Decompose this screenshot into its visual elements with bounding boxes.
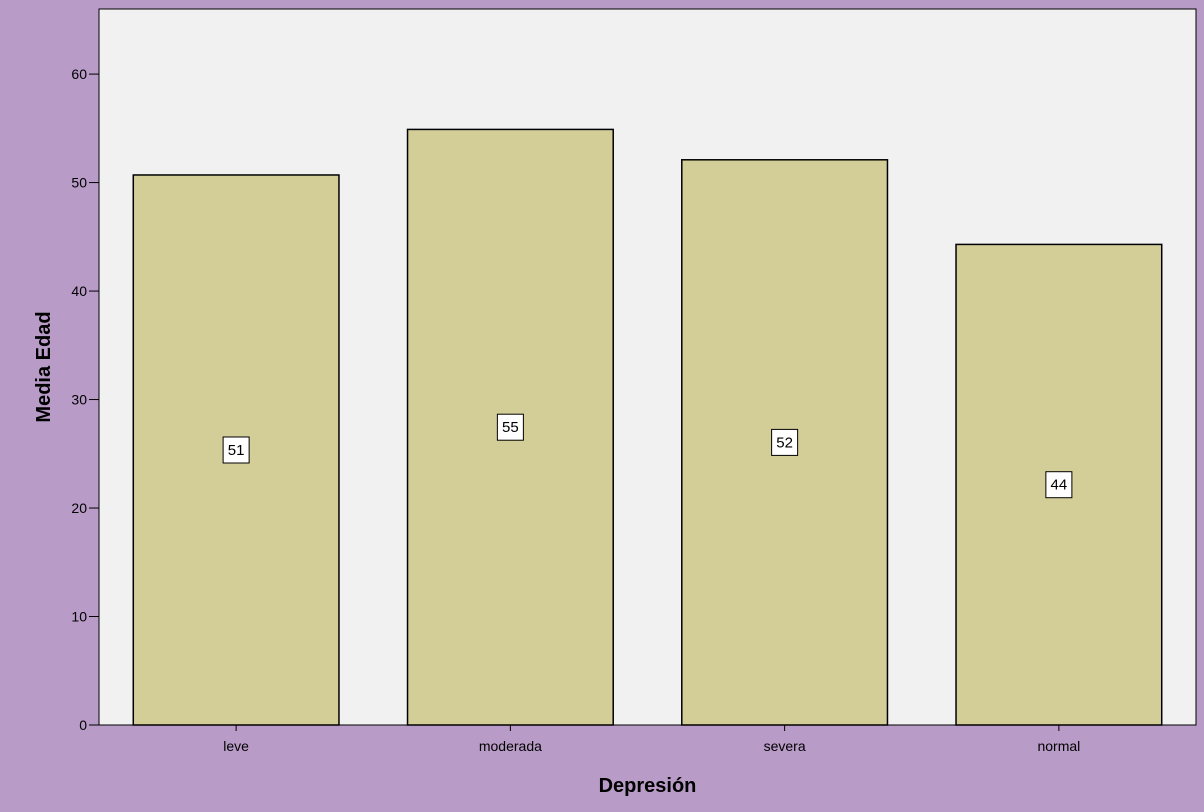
bar-data-label: 44 bbox=[1045, 471, 1073, 499]
y-tick-label: 40 bbox=[71, 283, 87, 299]
data-label-box bbox=[222, 436, 250, 464]
data-label-box bbox=[496, 413, 524, 441]
bar-data-label: 52 bbox=[771, 428, 799, 456]
data-label-box bbox=[1045, 471, 1073, 499]
x-axis-title: Depresión bbox=[599, 775, 697, 797]
x-tick-label: moderada bbox=[479, 738, 542, 754]
data-label-box bbox=[771, 428, 799, 456]
y-tick-label: 10 bbox=[71, 609, 87, 625]
bar-data-label: 51 bbox=[222, 436, 250, 464]
y-axis-title: Media Edad bbox=[33, 311, 55, 422]
y-tick-label: 30 bbox=[71, 392, 87, 408]
bar-data-label: 55 bbox=[496, 413, 524, 441]
y-tick-label: 50 bbox=[71, 175, 87, 191]
x-tick-label: normal bbox=[1037, 738, 1080, 754]
y-tick-label: 20 bbox=[71, 500, 87, 516]
data-label-text: 52 bbox=[776, 434, 793, 451]
data-label-text: 51 bbox=[228, 442, 245, 459]
y-tick-label: 60 bbox=[71, 66, 87, 82]
x-tick-label: leve bbox=[223, 738, 249, 754]
data-label-text: 44 bbox=[1051, 477, 1068, 494]
data-label-text: 55 bbox=[502, 419, 519, 436]
x-tick-label: severa bbox=[764, 738, 806, 754]
y-tick-label: 0 bbox=[79, 717, 87, 733]
